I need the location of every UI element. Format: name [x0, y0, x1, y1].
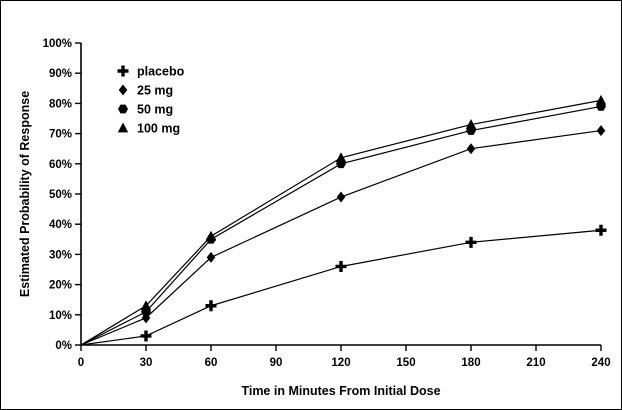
series-line: [80, 99, 602, 346]
x-tick-label: 120: [331, 357, 350, 369]
series-placebo: [80, 224, 607, 346]
y-tick-label: 100%: [43, 38, 72, 50]
plus-marker-icon: [595, 224, 607, 236]
x-tick-label: 90: [270, 357, 283, 369]
y-tick-label: 90%: [49, 68, 72, 80]
y-tick-label: 10%: [49, 310, 72, 322]
y-tick-label: 60%: [49, 159, 72, 171]
y-tick-label: 30%: [49, 249, 72, 261]
x-axis-title: Time in Minutes From Initial Dose: [241, 384, 441, 398]
x-tick-label: 210: [526, 357, 545, 369]
diamond-marker-icon: [206, 251, 216, 263]
x-tick-label: 0: [78, 357, 84, 369]
plus-marker-icon: [117, 65, 129, 77]
legend-item: 25 mg: [118, 84, 173, 98]
y-tick-label: 20%: [49, 280, 72, 292]
x-tick-label: 30: [140, 357, 153, 369]
x-tick-label: 150: [396, 357, 415, 369]
triangle-marker-icon: [205, 230, 217, 241]
diamond-marker-icon: [336, 191, 346, 203]
diamond-marker-icon: [118, 84, 128, 96]
legend-item: placebo: [117, 65, 185, 79]
series-line: [80, 229, 602, 346]
legend: placebo 25 mg 50 mg 100 mg: [117, 65, 185, 136]
x-tick-label: 180: [461, 357, 480, 369]
series-50-mg: [80, 102, 606, 346]
legend-label: placebo: [137, 65, 185, 79]
hexagon-marker-icon: [118, 104, 128, 114]
plus-marker-icon: [465, 236, 477, 248]
series-line: [80, 105, 602, 346]
legend-item: 50 mg: [118, 103, 173, 117]
plus-marker-icon: [335, 260, 347, 272]
plus-marker-icon: [205, 300, 217, 312]
y-tick-label: 80%: [49, 98, 72, 110]
legend-label: 100 mg: [137, 122, 180, 136]
x-tick-label: 240: [591, 357, 610, 369]
diamond-marker-icon: [466, 143, 476, 155]
y-tick-label: 40%: [49, 219, 72, 231]
x-tick-label: 60: [205, 357, 218, 369]
legend-label: 50 mg: [137, 103, 173, 117]
y-tick-label: 0%: [55, 340, 72, 352]
series-line: [80, 129, 602, 346]
series-100-mg: [80, 94, 607, 346]
y-tick-label: 50%: [49, 189, 72, 201]
legend-label: 25 mg: [137, 84, 173, 98]
triangle-marker-icon: [140, 300, 152, 311]
plus-marker-icon: [140, 330, 152, 342]
y-axis-title: Estimated Probability of Response: [18, 90, 32, 298]
diamond-marker-icon: [596, 125, 606, 137]
legend-item: 100 mg: [117, 122, 180, 136]
y-tick-label: 70%: [49, 129, 72, 141]
triangle-marker-icon: [335, 152, 347, 163]
triangle-marker-icon: [117, 122, 129, 133]
series-25-mg: [80, 125, 606, 346]
triangle-marker-icon: [465, 119, 477, 129]
triangle-marker-icon: [595, 94, 607, 105]
